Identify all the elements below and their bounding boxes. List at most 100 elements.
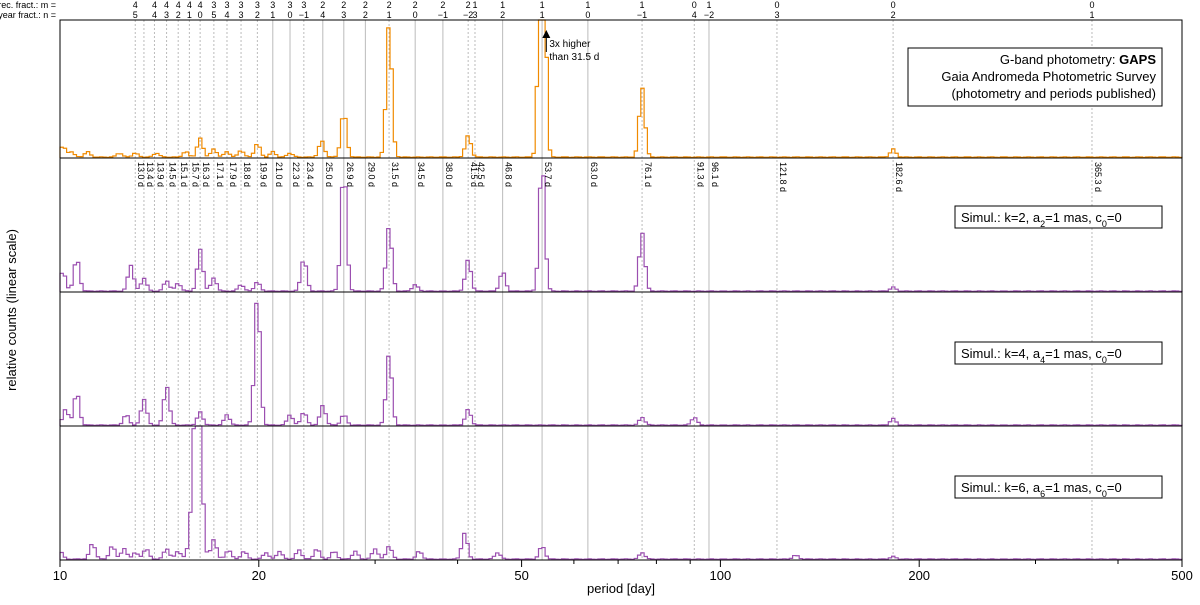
- period-label-22: 46.8 d: [504, 162, 514, 187]
- fract-n-7: 4: [224, 10, 229, 20]
- period-label-1: 13.4 d: [145, 162, 155, 187]
- period-label-12: 22.3 d: [291, 162, 301, 187]
- period-label-18: 34.5 d: [416, 162, 426, 187]
- histogram-series-3: [59, 302, 1183, 426]
- fract-n-3: 2: [176, 10, 181, 20]
- fract-m-25: 0: [692, 0, 697, 10]
- x-tick-label-500: 500: [1171, 568, 1193, 583]
- fract-m-24: 1: [640, 0, 645, 10]
- period-label-0: 13.0 d: [136, 162, 146, 187]
- period-label-30: 365.3 d: [1093, 162, 1103, 192]
- period-label-20: 41.5 d: [469, 162, 479, 187]
- period-label-11: 21.0 d: [274, 162, 284, 187]
- period-label-8: 17.9 d: [228, 162, 238, 187]
- histogram-series-4: [59, 425, 1183, 560]
- x-axis-label: period [day]: [587, 581, 655, 596]
- fract-n-10: 1: [270, 10, 275, 20]
- fract-n-23: 0: [585, 10, 590, 20]
- period-label-17: 31.5 d: [390, 162, 400, 187]
- x-tick-label-200: 200: [908, 568, 930, 583]
- fract-n-15: 2: [363, 10, 368, 20]
- fract-m-10: 3: [270, 0, 275, 10]
- period-label-29: 182.6 d: [894, 162, 904, 192]
- fract-m-2: 4: [164, 0, 169, 10]
- legend-box-2: [954, 205, 1163, 229]
- fract-n-17: 0: [413, 10, 418, 20]
- period-label-2: 13.9 d: [155, 162, 165, 187]
- period-label-16: 29.0 d: [366, 162, 376, 187]
- fract-m-23: 1: [585, 0, 590, 10]
- fract-m-26: 1: [706, 0, 711, 10]
- fract-m-6: 3: [211, 0, 216, 10]
- fract-n-24: −1: [637, 10, 647, 20]
- fract-m-8: 3: [239, 0, 244, 10]
- fract-m-3: 4: [176, 0, 181, 10]
- fract-m-13: 2: [320, 0, 325, 10]
- fract-row1-title: prec. fract.: m =: [0, 0, 56, 10]
- legend-1-line2: Gaia Andromeda Photometric Survey: [941, 69, 1156, 84]
- fract-m-22: 1: [540, 0, 545, 10]
- x-tick-label-100: 100: [710, 568, 732, 583]
- period-label-24: 63.0 d: [589, 162, 599, 187]
- period-label-9: 18.8 d: [242, 162, 252, 187]
- annotation-arrow-head: [542, 30, 551, 38]
- fract-n-6: 5: [211, 10, 216, 20]
- fract-m-21: 1: [500, 0, 505, 10]
- legend-box-1: [907, 47, 1163, 107]
- fract-m-0: 4: [133, 0, 138, 10]
- period-label-6: 16.3 d: [201, 162, 211, 187]
- fract-n-2: 3: [164, 10, 169, 20]
- fract-n-11: 0: [288, 10, 293, 20]
- legend-1-line3: (photometry and periods published): [951, 86, 1156, 101]
- fract-n-22: 1: [540, 10, 545, 20]
- period-label-28: 121.8 d: [778, 162, 788, 192]
- fract-m-9: 3: [255, 0, 260, 10]
- fract-m-12: 3: [301, 0, 306, 10]
- fract-n-19: −2: [463, 10, 473, 20]
- fract-m-20: 1: [472, 0, 477, 10]
- fract-n-13: 4: [320, 10, 325, 20]
- fract-m-15: 2: [363, 0, 368, 10]
- x-tick-label-10: 10: [53, 568, 67, 583]
- fract-n-4: 1: [187, 10, 192, 20]
- period-label-21: 42.5 d: [476, 162, 486, 187]
- fract-m-16: 2: [387, 0, 392, 10]
- histogram-series-2: [59, 175, 1183, 292]
- legend-3: Simul.: k=4, a4=1 mas, c0=0: [961, 346, 1122, 365]
- period-label-5: 15.7 d: [190, 162, 200, 187]
- fract-m-29: 0: [1089, 0, 1094, 10]
- fract-n-21: 2: [500, 10, 505, 20]
- fract-n-1: 4: [152, 10, 157, 20]
- fract-m-1: 4: [152, 0, 157, 10]
- fract-m-18: 2: [440, 0, 445, 10]
- period-label-7: 17.1 d: [215, 162, 225, 187]
- annotation-line-2: than 31.5 d: [549, 52, 599, 63]
- legend-4: Simul.: k=6, a6=1 mas, c0=0: [961, 480, 1122, 499]
- annotation-line-1: 3x higher: [549, 39, 591, 50]
- period-label-14: 25.0 d: [324, 162, 334, 187]
- fract-n-25: 4: [692, 10, 697, 20]
- period-label-27: 96.1 d: [710, 162, 720, 187]
- fract-n-8: 3: [239, 10, 244, 20]
- x-tick-label-50: 50: [514, 568, 528, 583]
- fract-row2-title: year fract.: n =: [0, 10, 56, 20]
- fract-n-27: 3: [774, 10, 779, 20]
- x-tick-label-20: 20: [252, 568, 266, 583]
- fract-n-28: 2: [891, 10, 896, 20]
- period-label-25: 76.1 d: [643, 162, 653, 187]
- period-label-23: 53.7 d: [543, 162, 553, 187]
- legend-2: Simul.: k=2, a2=1 mas, c0=0: [961, 210, 1122, 229]
- legend-box-3: [954, 341, 1163, 365]
- fract-n-5: 0: [198, 10, 203, 20]
- fract-m-28: 0: [891, 0, 896, 10]
- fract-n-29: 1: [1089, 10, 1094, 20]
- period-label-26: 91.3 d: [695, 162, 705, 187]
- histogram-series-1: [59, 19, 1183, 158]
- fract-m-11: 3: [288, 0, 293, 10]
- fract-m-14: 2: [341, 0, 346, 10]
- period-label-19: 38.0 d: [444, 162, 454, 187]
- period-label-15: 26.9 d: [345, 162, 355, 187]
- period-label-3: 14.5 d: [168, 162, 178, 187]
- fract-m-5: 4: [198, 0, 203, 10]
- period-label-4: 15.1 d: [179, 162, 189, 187]
